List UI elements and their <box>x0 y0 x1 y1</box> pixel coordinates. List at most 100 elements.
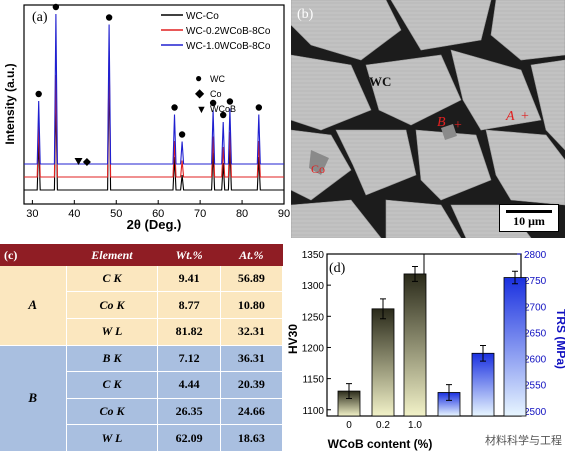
wc-grains <box>291 0 565 238</box>
cell-at: 32.31 <box>220 318 284 346</box>
trs-ytick-label: 2700 <box>524 302 547 313</box>
hv-ylabel: HV30 <box>286 324 300 354</box>
xrd-xtick-label: 40 <box>68 208 80 220</box>
cell-element: Co K <box>66 398 159 426</box>
cell-wt: 81.82 <box>157 318 221 346</box>
table-row: B B K 7.12 36.31 <box>0 345 284 452</box>
xrd-ylabel: Intensity (a.u.) <box>3 63 17 144</box>
hv-xtick-label: 0 <box>346 420 352 431</box>
cell-element: W L <box>66 424 159 452</box>
trs-errorbar <box>512 270 518 285</box>
wc-peak-marker <box>105 14 113 21</box>
table-row: W L 81.82 32.31 <box>0 318 284 346</box>
xrd-series-1 <box>24 50 284 178</box>
trs-ylabel: TRS (MPa) <box>554 309 565 369</box>
cell-element: W L <box>66 318 159 346</box>
hv-errorbar <box>412 265 418 282</box>
cell-wt: 7.12 <box>157 345 221 373</box>
scale-bar: 10 μm <box>499 204 559 232</box>
wc-peak-marker <box>52 3 60 11</box>
point-a-label: A <box>505 109 515 124</box>
hv-ytick-label: 1300 <box>302 281 325 292</box>
hv-errorbar <box>380 298 386 320</box>
point-b-label: B <box>437 115 446 130</box>
trs-ytick-label: 2750 <box>524 276 547 287</box>
panel-c-label: (c) <box>0 244 66 266</box>
binder-regions <box>309 124 457 175</box>
cell-at: 36.31 <box>220 345 284 373</box>
point-a-marker: + <box>521 109 529 124</box>
xrd-series-0 <box>24 69 284 191</box>
xrd-xtick-label: 50 <box>110 208 122 220</box>
wc-peak-marker <box>219 111 227 119</box>
trs-ytick-label: 2550 <box>524 381 547 392</box>
xrd-xtick-label: 60 <box>152 208 164 220</box>
cell-element: B K <box>66 345 159 373</box>
wcob-peak-marker <box>74 158 83 165</box>
trs-ytick-label: 2500 <box>524 407 547 418</box>
eds-table: (c) Element Wt.% At.% A C K 9.41 56.89 C… <box>0 244 284 452</box>
bar-xlabel: WCoB content (%) <box>328 437 433 451</box>
hv-bar <box>371 308 395 417</box>
xrd-xtick-label: 80 <box>236 208 248 220</box>
xrd-panel: 30 40 50 60 70 80 90 (a) Intensity (a.u.) 2θ (… <box>0 0 290 232</box>
trs-ytick-label: 2600 <box>524 355 547 366</box>
phase-symbol-co: ◆ <box>195 86 205 100</box>
wc-peak-marker <box>178 131 186 138</box>
trs-errorbar <box>480 344 486 362</box>
table-row: C K 4.44 20.39 <box>0 371 284 399</box>
sem-micrograph: WC A + B + Co (b) 10 μm <box>291 0 565 238</box>
wc-peak-marker <box>171 104 178 111</box>
wc-peak-marker <box>226 98 234 105</box>
wc-phase-label: WC <box>369 74 391 89</box>
legend-label-0: WC-Co <box>186 11 219 22</box>
scale-text: 10 μm <box>513 214 545 228</box>
wc-peak-marker <box>209 99 217 107</box>
wc-peak-marker <box>35 90 42 98</box>
panel-d-label: (d) <box>329 261 346 276</box>
trs-errorbar <box>446 384 452 401</box>
phase-symbol-wcob: ▼ <box>196 104 207 116</box>
xrd-series-2 <box>24 13 284 165</box>
co-peak-marker <box>82 158 91 166</box>
phase-name-wc: WC <box>210 74 225 84</box>
sem-image: WC A + B + Co (b) <box>291 0 565 238</box>
xrd-xtick-label: 70 <box>194 208 206 220</box>
hardness-trs-panel: 1100 1150 1200 1250 1300 1350 2500 2550 2600 2650… <box>285 244 565 452</box>
table-row: W L 62.09 18.63 <box>0 424 284 452</box>
cell-at: 18.63 <box>220 424 284 452</box>
table-row: Co K 8.77 10.80 <box>0 291 284 319</box>
xrd-chart: 30 40 50 60 70 80 90 (a) Intensity (a.u.) 2θ (… <box>3 3 290 232</box>
hv-bar <box>403 273 427 417</box>
cell-at: 56.89 <box>220 266 284 293</box>
cell-at: 24.66 <box>220 398 284 426</box>
hv-xtick-label: 1.0 <box>408 420 422 431</box>
xrd-xtick-label: 90 <box>278 208 290 220</box>
group-a-label: A <box>0 266 67 346</box>
trs-ytick-label: 2650 <box>524 328 547 339</box>
trs-ytick-label: 2800 <box>524 250 547 261</box>
cell-at: 10.80 <box>220 291 284 319</box>
header-wt: Wt.% <box>157 244 221 266</box>
watermark-text: 材料科学与工程 <box>485 433 562 447</box>
cell-element: C K <box>66 266 159 293</box>
wc-peak-marker <box>255 104 263 111</box>
cell-at: 20.39 <box>220 371 284 399</box>
hv-xtick-label: 0.2 <box>376 420 390 431</box>
hardness-trs-chart: 1100 1150 1200 1250 1300 1350 2500 2550 2600 2650… <box>286 250 565 451</box>
trs-bar <box>503 277 527 417</box>
cell-element: C K <box>66 371 159 399</box>
panel-a-label: (a) <box>32 10 48 25</box>
hv-ytick-label: 1350 <box>302 250 325 261</box>
xrd-xlabel: 2θ (Deg.) <box>127 217 182 232</box>
co-binder-label: Co <box>311 162 325 176</box>
hv-ytick-label: 1100 <box>302 406 324 417</box>
hv-ytick-label: 1150 <box>302 375 324 386</box>
xrd-plot-frame <box>23 4 285 205</box>
panel-b-label: (b) <box>297 7 314 22</box>
cell-element: Co K <box>66 291 159 319</box>
hv-ytick-label: 1250 <box>302 312 325 323</box>
table-row: Co K 26.35 24.66 <box>0 398 284 426</box>
eds-table-panel: (c) Element Wt.% At.% A C K 9.41 56.89 C… <box>0 244 284 452</box>
hv-ytick-label: 1200 <box>302 343 325 354</box>
